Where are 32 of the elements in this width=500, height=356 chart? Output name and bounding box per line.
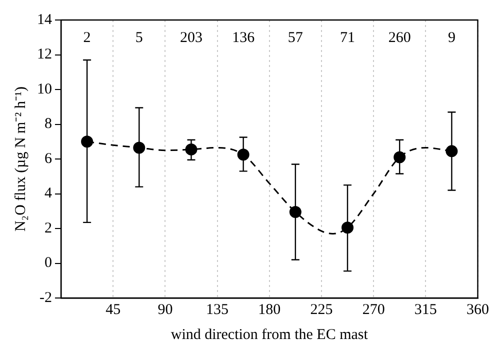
x-tick-label: 360 [466,302,489,318]
point [133,142,146,154]
x-tick-label: 315 [414,302,437,318]
annotation: 260 [388,30,411,46]
x-axis-title: wind direction from the EC mast [170,326,369,343]
y-tick-label: 14 [37,12,52,28]
y-tick-label: 0 [44,255,52,272]
y-tick-label: 6 [44,150,52,167]
annotation: 136 [232,30,256,46]
annotation: 57 [288,30,304,46]
y-tick-label: 2 [44,220,52,236]
annotation: 5 [135,30,143,46]
point [394,151,406,164]
y-tick-label: 8 [44,116,52,132]
y-axis-title: N₂O flux (µg N m⁻² h⁻¹) [12,86,29,232]
point [81,136,94,148]
y-tick-label: 12 [37,46,52,63]
annotation: 71 [340,30,356,46]
x-tick-label: 180 [258,302,281,318]
y-tick-label: 10 [37,81,52,98]
x-tick-label: 135 [206,302,229,318]
y-tick-label: -2 [40,290,52,306]
x-tick-label: 270 [362,302,385,318]
x-tick-label: 90 [158,302,173,318]
annotation: 203 [180,30,202,46]
annotation: 9 [448,30,456,46]
x-tick-label: 225 [310,302,333,318]
y-tick-label: 4 [44,186,52,202]
point [289,206,302,218]
annotation: 2 [83,30,91,46]
x-tick-label: 45 [106,302,121,318]
point [342,222,354,234]
